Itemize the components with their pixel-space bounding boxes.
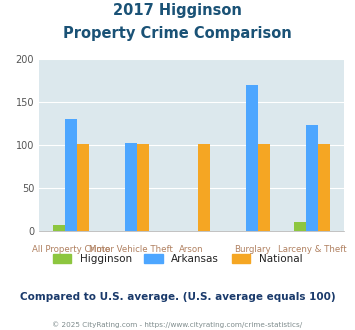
Text: All Property Crime: All Property Crime [32,245,110,254]
Text: Compared to U.S. average. (U.S. average equals 100): Compared to U.S. average. (U.S. average … [20,292,335,302]
Legend: Higginson, Arkansas, National: Higginson, Arkansas, National [49,250,306,267]
Bar [53,225,65,231]
Bar [125,144,137,231]
Bar [318,144,331,231]
Text: Arson: Arson [179,245,204,254]
Bar [77,144,89,231]
Bar [65,119,77,231]
Bar [294,221,306,231]
Text: Motor Vehicle Theft: Motor Vehicle Theft [89,245,173,254]
Text: © 2025 CityRating.com - https://www.cityrating.com/crime-statistics/: © 2025 CityRating.com - https://www.city… [53,322,302,328]
Text: 2017 Higginson: 2017 Higginson [113,3,242,18]
Bar [137,144,149,231]
Bar [198,144,210,231]
Bar [306,125,318,231]
Bar [258,144,270,231]
Text: Larceny & Theft: Larceny & Theft [278,245,347,254]
Text: Burglary: Burglary [234,245,271,254]
Bar [246,85,258,231]
Text: Property Crime Comparison: Property Crime Comparison [63,26,292,41]
